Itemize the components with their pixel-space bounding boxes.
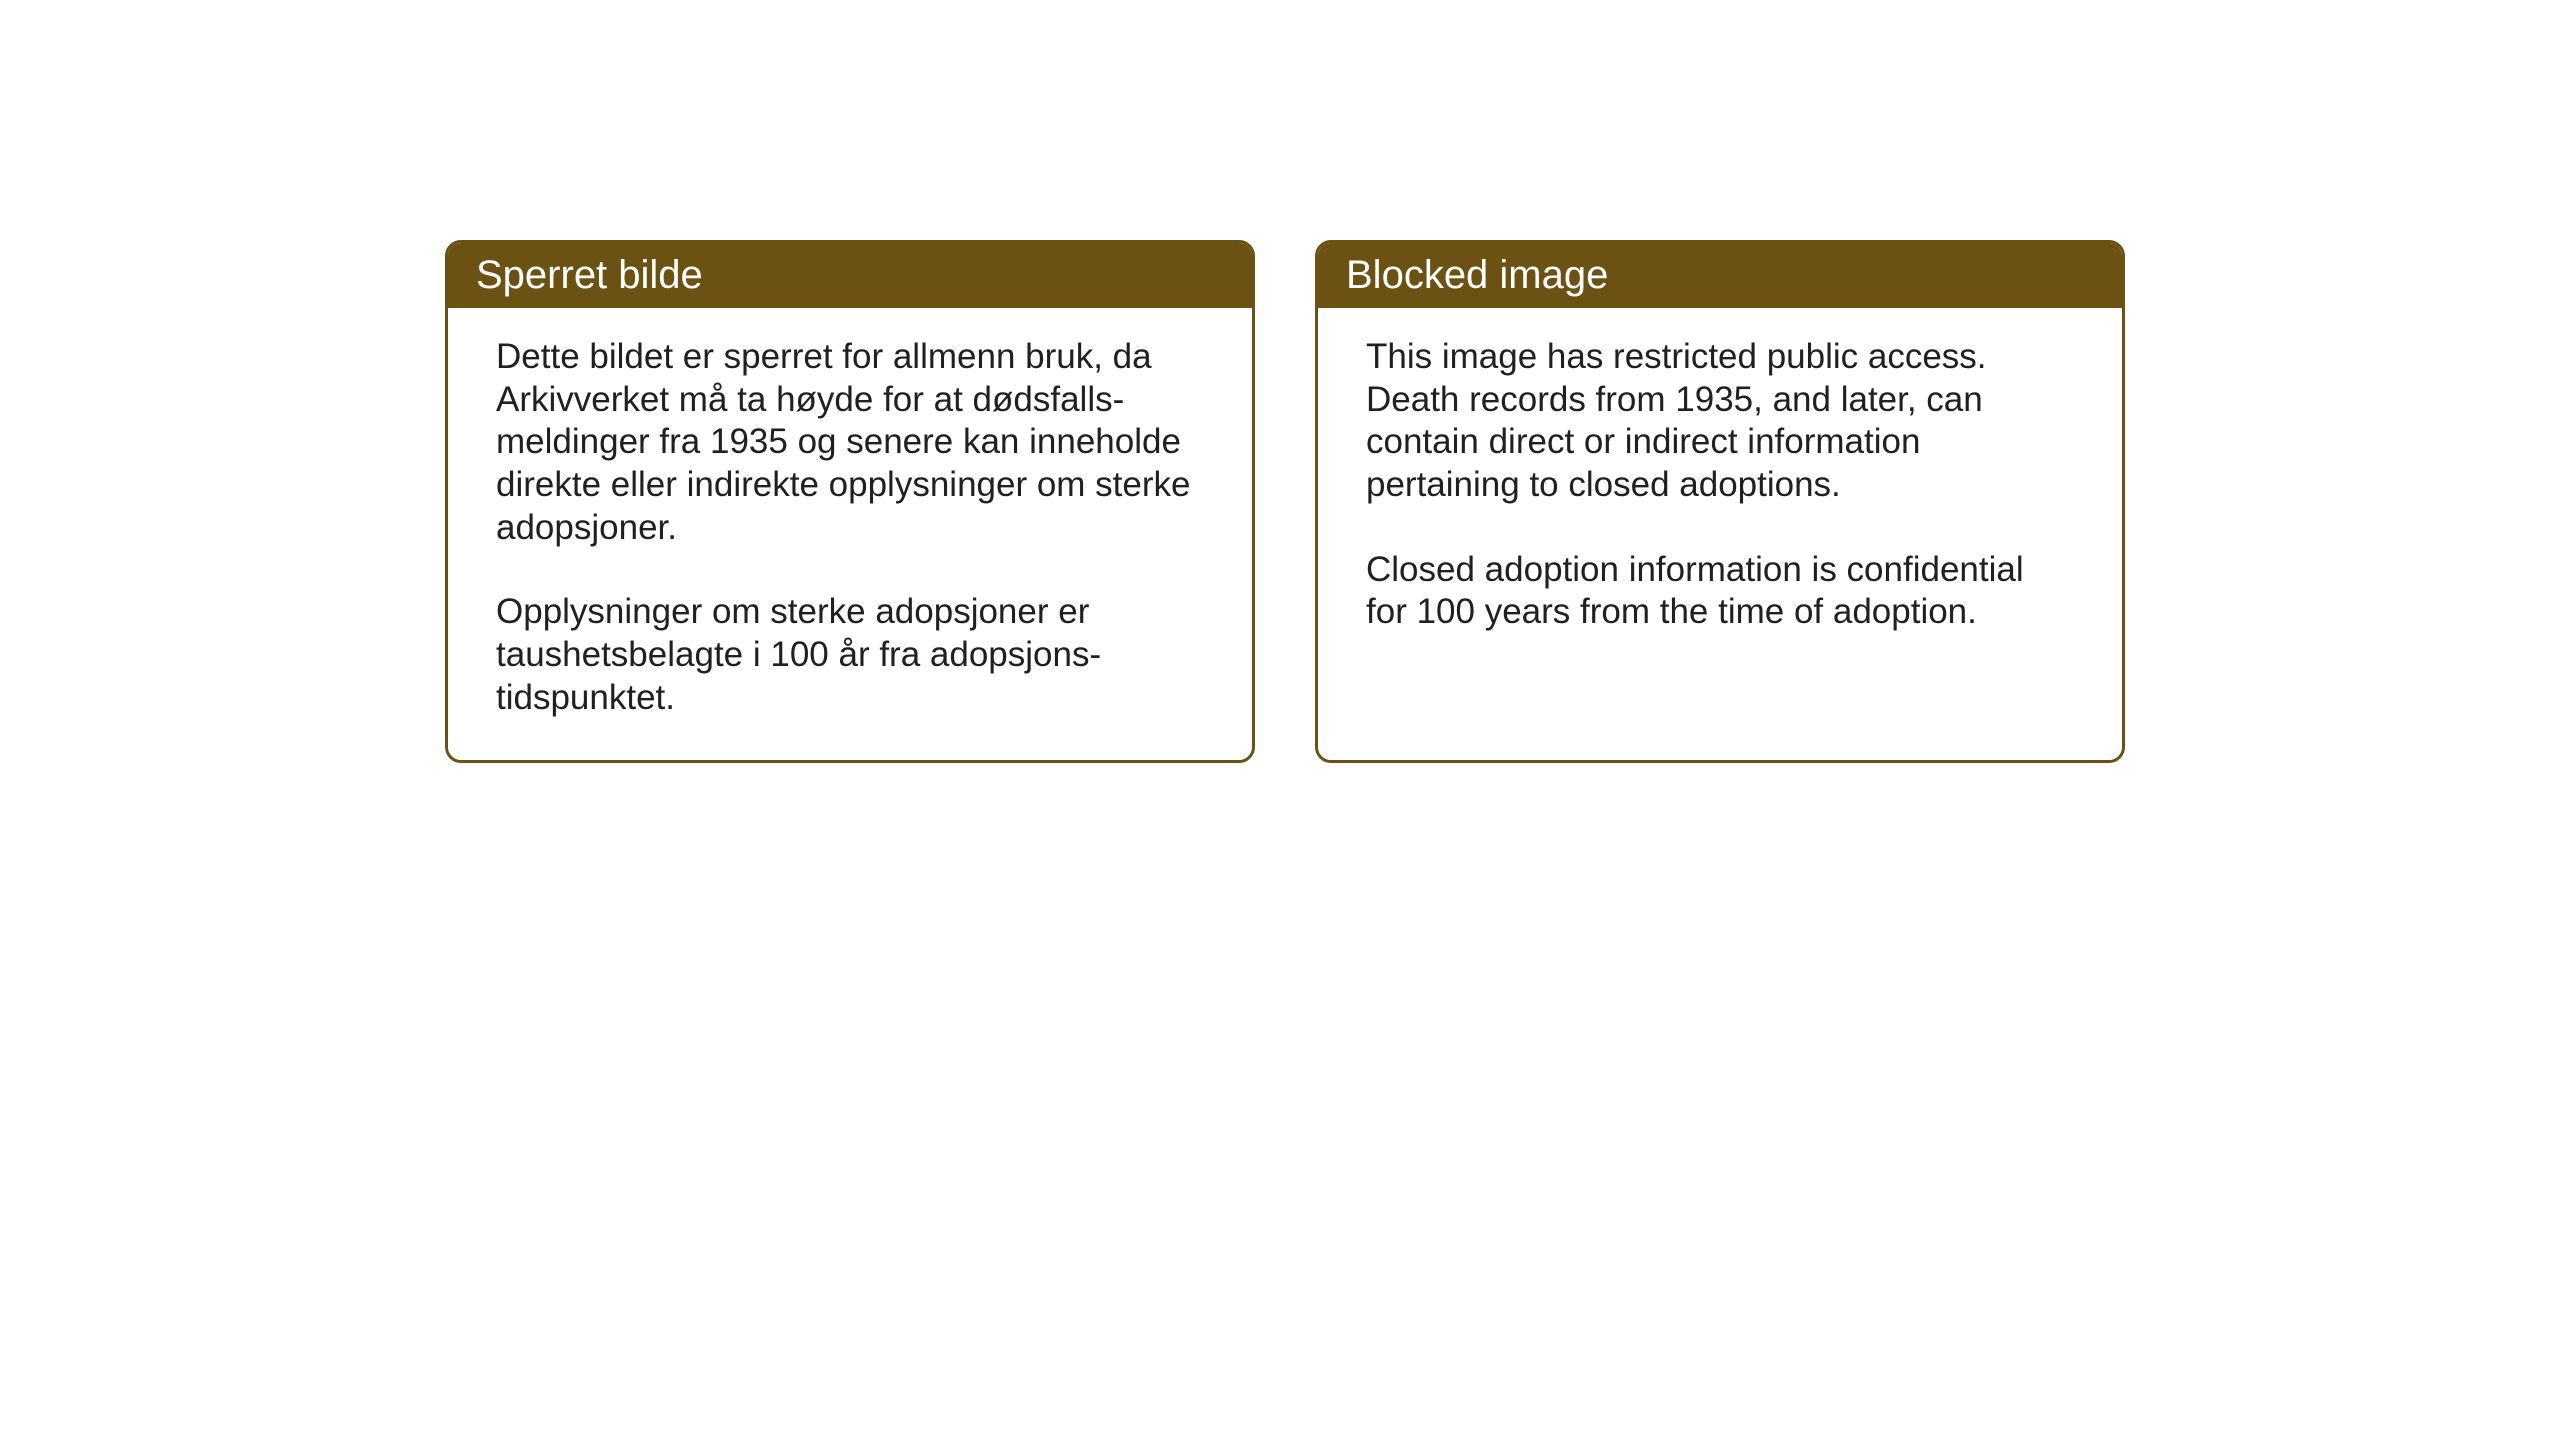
notice-paragraph: Closed adoption information is confident… — [1366, 549, 2074, 634]
notice-body-norwegian: Dette bildet er sperret for allmenn bruk… — [448, 308, 1252, 760]
notices-container: Sperret bilde Dette bildet er sperret fo… — [445, 240, 2125, 763]
notice-card-english: Blocked image This image has restricted … — [1315, 240, 2125, 763]
notice-paragraph: Opplysninger om sterke adopsjoner er tau… — [496, 591, 1204, 719]
notice-card-norwegian: Sperret bilde Dette bildet er sperret fo… — [445, 240, 1255, 763]
notice-paragraph: Dette bildet er sperret for allmenn bruk… — [496, 336, 1204, 549]
notice-paragraph: This image has restricted public access.… — [1366, 336, 2074, 507]
notice-title-norwegian: Sperret bilde — [476, 253, 703, 297]
notice-title-english: Blocked image — [1346, 253, 1608, 297]
notice-header-norwegian: Sperret bilde — [448, 243, 1252, 308]
notice-header-english: Blocked image — [1318, 243, 2122, 308]
notice-body-english: This image has restricted public access.… — [1318, 308, 2122, 674]
